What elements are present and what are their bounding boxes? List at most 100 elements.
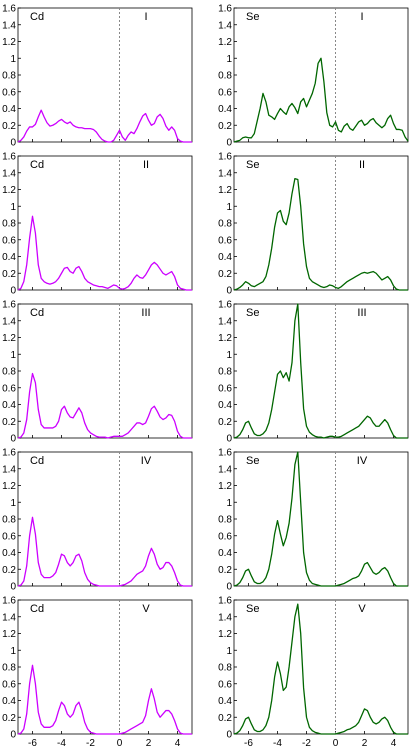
y-tick-label: 0.4 [2,696,16,707]
y-tick-label: 0.2 [218,269,232,280]
y-tick-label: 0 [226,286,232,297]
dos-line-se-v [233,603,408,735]
y-tick-label: 1.2 [2,333,16,344]
structure-label: V [142,603,150,615]
y-tick-label: 0.2 [2,269,16,280]
structure-label: I [144,11,147,23]
x-tick-label: -4 [273,738,282,748]
y-tick-label: 1 [226,350,232,361]
y-tick-label: 0.8 [218,71,232,82]
x-tick-label: -6 [28,738,37,748]
y-tick-label: 0.4 [218,400,232,411]
element-label: Cd [30,603,44,615]
y-tick-label: 0.2 [218,417,232,428]
x-tick-label: -2 [302,738,311,748]
structure-label: IV [357,455,368,467]
element-label: Cd [30,159,44,171]
y-tick-label: 0.8 [2,367,16,378]
y-tick-label: 1 [226,54,232,65]
y-tick-label: 0.2 [218,121,232,132]
y-tick-label: 0.2 [2,121,16,132]
y-tick-label: 1.4 [2,20,16,31]
x-tick-label: 2 [146,738,152,748]
y-tick-label: 0.6 [2,383,16,394]
y-tick-label: 1.2 [2,37,16,48]
y-tick-label: 1 [226,498,232,509]
y-tick-label: 1 [10,646,16,657]
y-tick-label: 1.6 [2,152,16,163]
y-tick-label: 1 [10,202,16,213]
y-tick-label: 1.4 [2,464,16,475]
y-tick-label: 0.4 [2,252,16,263]
y-tick-label: 0.8 [2,515,16,526]
structure-label: II [143,159,149,171]
y-tick-label: 1.2 [218,629,232,640]
panel-frame-se-ii [233,155,409,291]
element-label: Se [246,159,259,171]
y-tick-label: 0 [10,286,16,297]
y-tick-label: 0.6 [218,87,232,98]
y-tick-label: 0.4 [2,104,16,115]
y-tick-label: 1 [10,54,16,65]
y-tick-label: 1.4 [218,612,232,623]
y-tick-label: 1 [226,646,232,657]
structure-label: IV [141,455,152,467]
y-tick-label: 0.6 [218,531,232,542]
y-tick-label: 0.2 [218,713,232,724]
y-tick-label: 0.2 [2,713,16,724]
panel-frame-cd-iv [17,451,193,587]
y-tick-label: 0 [10,138,16,149]
y-tick-label: 1.6 [2,448,16,459]
y-tick-label: 1.2 [2,481,16,492]
x-tick-label: 0 [117,738,123,748]
panel-frame-cd-ii [17,155,193,291]
element-label: Cd [30,455,44,467]
panel-frame-se-iv [233,451,409,587]
y-tick-label: 0.4 [2,400,16,411]
y-tick-label: 1.2 [218,185,232,196]
element-label: Se [246,307,259,319]
dos-line-cd-iv [17,516,192,587]
y-tick-label: 1.6 [2,300,16,311]
y-tick-label: 1.6 [218,300,232,311]
y-tick-label: 0.6 [2,531,16,542]
dos-line-cd-i [17,109,192,143]
dos-line-se-iv [233,451,408,587]
y-tick-label: 0.2 [2,565,16,576]
dos-line-se-ii [233,177,408,291]
y-tick-label: 1.6 [218,4,232,15]
y-tick-label: 1.6 [2,4,16,15]
y-tick-label: 0.4 [218,252,232,263]
y-tick-label: 1 [10,498,16,509]
x-tick-label: 0 [333,738,339,748]
y-tick-label: 0.8 [218,219,232,230]
y-tick-label: 1.2 [218,37,232,48]
x-tick-label: 2 [362,738,368,748]
dos-line-cd-iii [17,372,192,439]
y-tick-label: 0.8 [218,663,232,674]
panel-frame-cd-v [17,599,193,735]
y-tick-label: 0 [226,730,232,741]
y-tick-label: 1.4 [2,168,16,179]
y-tick-label: 1.4 [2,612,16,623]
y-tick-label: 1.6 [2,596,16,607]
y-tick-label: 0 [10,434,16,445]
element-label: Cd [30,307,44,319]
y-tick-label: 0 [226,138,232,149]
x-tick-label: -6 [244,738,253,748]
structure-label: III [141,307,150,319]
structure-label: V [358,603,366,615]
x-tick-label: 4 [175,738,181,748]
y-tick-label: 0.8 [2,219,16,230]
y-tick-label: 0.2 [2,417,16,428]
panel-frame-cd-i [17,7,193,143]
panel-frame-se-iii [233,303,409,439]
y-tick-label: 0.8 [218,515,232,526]
y-tick-label: 0.2 [218,565,232,576]
y-tick-label: 0.4 [2,548,16,559]
y-tick-label: 1.4 [218,20,232,31]
y-tick-label: 0 [10,582,16,593]
y-tick-label: 1 [226,202,232,213]
y-tick-label: 0.6 [2,235,16,246]
